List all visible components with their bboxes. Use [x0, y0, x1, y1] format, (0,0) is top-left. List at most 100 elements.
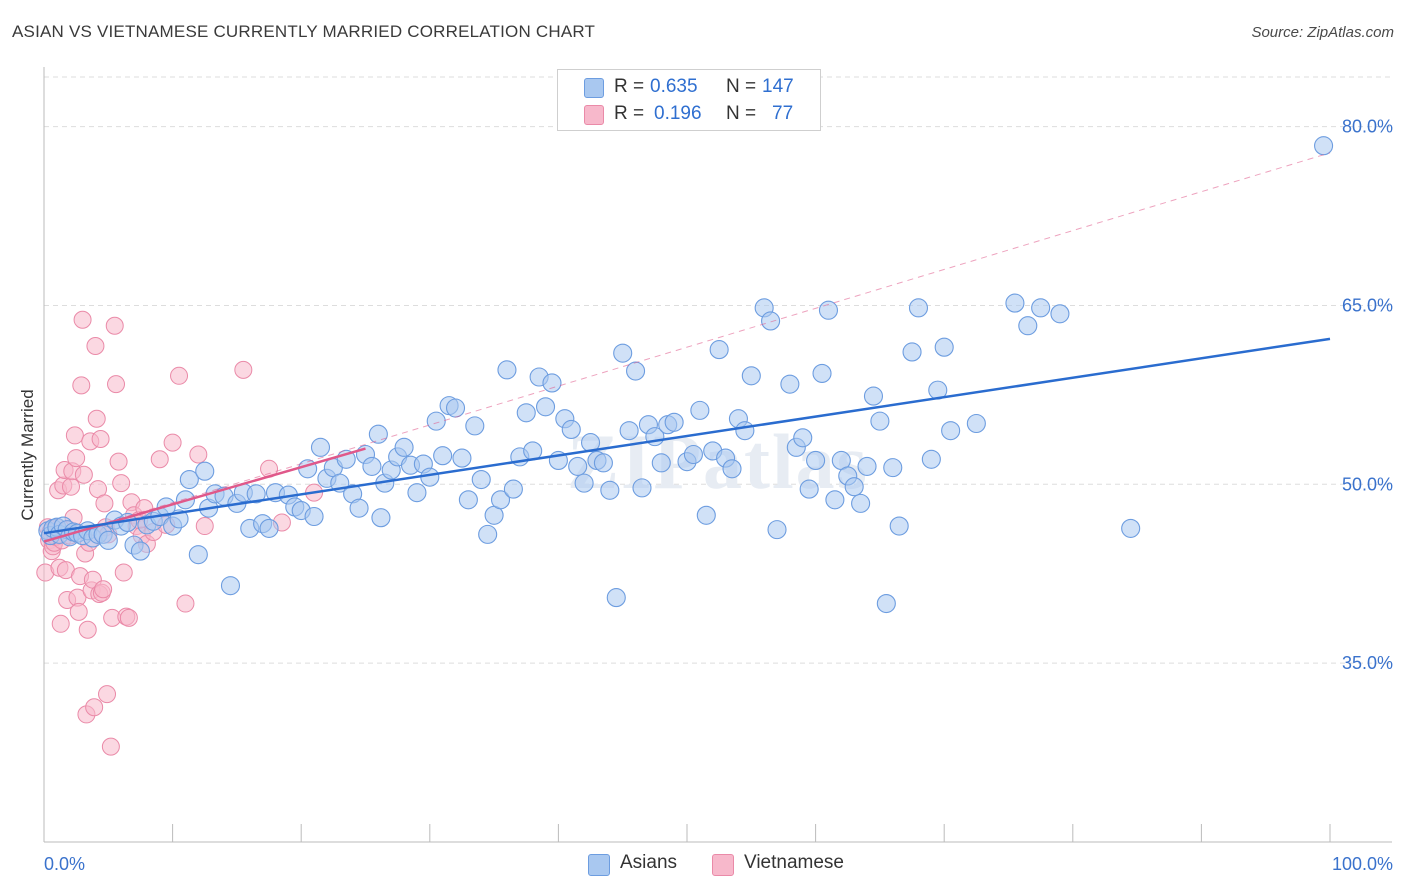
asian-point	[445, 398, 466, 418]
asian-point	[761, 311, 781, 331]
asian-point	[889, 516, 909, 536]
asian-point	[780, 374, 800, 394]
vietnamese-point	[195, 517, 214, 536]
asian-point	[921, 449, 941, 469]
vietnamese-point	[87, 409, 106, 428]
asian-point	[179, 469, 199, 490]
asian-point	[806, 450, 826, 471]
vietnamese-n-label: N =	[726, 103, 757, 124]
vietnamese-point	[72, 376, 91, 395]
asian-point	[966, 413, 986, 434]
y-axis-label: Currently Married	[18, 389, 37, 521]
asian-points	[38, 136, 1334, 614]
vietnamese-point	[98, 685, 117, 704]
vietnamese-point	[101, 737, 120, 756]
asian-point	[368, 424, 388, 444]
asian-point	[394, 437, 414, 457]
vietnamese-r-label: R =	[614, 103, 645, 124]
vietnamese-point	[176, 594, 195, 613]
vietnamese-point	[67, 449, 86, 468]
trend-lines	[43, 152, 1331, 543]
asian-point	[613, 343, 633, 363]
asians-swatch	[584, 78, 604, 98]
asian-point	[664, 412, 684, 432]
asian-point	[844, 477, 864, 497]
asian-point	[574, 473, 594, 493]
y-tick-label: 50.0%	[1342, 474, 1393, 494]
asian-point	[651, 453, 671, 473]
asian-point	[606, 588, 626, 608]
asian-point	[941, 421, 961, 441]
vietnamese-swatch	[584, 105, 604, 125]
vietnamese-point	[189, 445, 208, 464]
x-tick-label-max: 100.0%	[1332, 854, 1393, 874]
asian-point	[433, 446, 453, 466]
vietnamese-point	[105, 316, 124, 335]
vietnamese-point	[73, 310, 92, 329]
asian-point	[902, 342, 922, 362]
asian-point	[722, 459, 742, 479]
vietnamese-point	[234, 360, 253, 379]
vietnamese-legend-label: Vietnamese	[744, 852, 844, 873]
asian-point	[683, 444, 703, 465]
vietnamese-point	[109, 452, 128, 471]
vietnamese-point	[114, 563, 133, 582]
asian-point	[1018, 316, 1038, 336]
vietnamese-point	[74, 465, 93, 484]
asian-point	[626, 361, 646, 381]
asians-legend-label: Asians	[620, 852, 678, 873]
vietnamese-point	[65, 426, 84, 445]
asian-point	[490, 490, 511, 510]
asian-point	[799, 479, 819, 499]
asian-point	[426, 411, 446, 431]
asian-point	[876, 593, 896, 614]
vietnamese-point	[51, 614, 70, 633]
asian-point	[246, 484, 266, 504]
vietnamese-point	[69, 602, 88, 621]
asian-point	[735, 421, 755, 441]
asian-point	[593, 453, 613, 473]
asian-point	[863, 386, 884, 406]
asian-point	[1121, 518, 1141, 538]
asian-point	[851, 493, 871, 513]
asian-point	[452, 448, 472, 468]
asian-point	[696, 505, 716, 525]
vietnamese-point	[94, 580, 113, 599]
asians-n-value: 147	[762, 76, 794, 97]
vietnamese-trend-extension	[43, 152, 1331, 543]
asian-point	[825, 490, 845, 510]
asian-point	[870, 411, 890, 431]
asian-point	[465, 416, 485, 436]
asian-point	[220, 576, 241, 596]
asian-point	[1314, 136, 1334, 156]
asians-n-label: N =	[726, 76, 757, 97]
vietnamese-point	[163, 433, 182, 452]
asian-point	[767, 520, 787, 540]
y-tick-label: 80.0%	[1342, 117, 1393, 137]
x-tick-label-min: 0.0%	[44, 854, 85, 874]
asian-point	[371, 508, 391, 528]
asian-point	[857, 456, 877, 476]
vietnamese-point	[95, 494, 114, 513]
asians-r-label: R =	[614, 76, 645, 97]
y-tick-label: 35.0%	[1342, 653, 1393, 673]
asian-point	[619, 421, 639, 441]
asian-point	[497, 360, 517, 380]
asian-point	[632, 478, 652, 498]
asian-point	[98, 530, 118, 550]
asian-point	[568, 456, 588, 476]
vietnamese-point	[62, 477, 81, 496]
vietnamese-point	[170, 366, 189, 385]
asian-point	[561, 419, 581, 440]
asian-point	[1050, 304, 1070, 324]
vietnamese-point	[107, 375, 126, 394]
vietnamese-point	[78, 620, 97, 639]
vietnamese-point	[112, 474, 131, 493]
vietnamese-point	[119, 608, 138, 627]
asian-point	[600, 480, 620, 500]
asian-point	[542, 373, 562, 393]
asian-point	[188, 545, 208, 565]
vietnamese-r-value: 0.196	[654, 103, 702, 124]
asian-point	[362, 456, 382, 476]
asian-point	[934, 337, 954, 357]
